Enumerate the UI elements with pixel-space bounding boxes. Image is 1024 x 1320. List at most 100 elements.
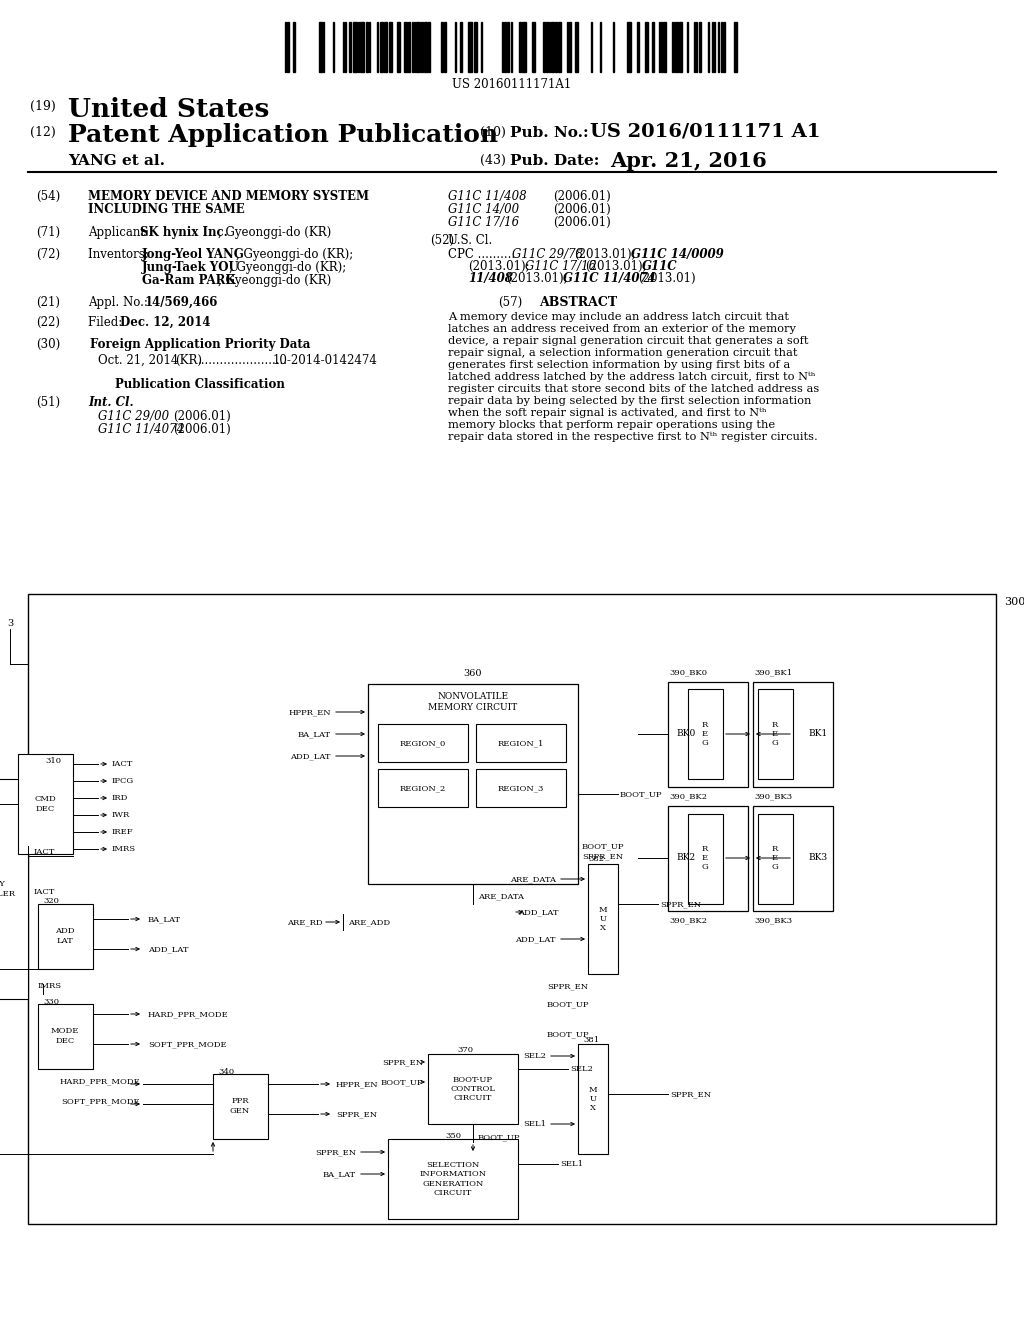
Text: SEL1: SEL1 <box>523 1119 546 1129</box>
Bar <box>293 22 295 73</box>
Text: G11C: G11C <box>642 260 678 273</box>
Bar <box>734 22 737 73</box>
Text: G11C 29/78: G11C 29/78 <box>512 248 583 261</box>
Text: (72): (72) <box>36 248 60 261</box>
Text: IACT: IACT <box>34 847 55 855</box>
Text: (30): (30) <box>36 338 60 351</box>
Bar <box>384 22 387 73</box>
Text: (10): (10) <box>480 125 506 139</box>
Text: (54): (54) <box>36 190 60 203</box>
Text: , Gyeonggi-do (KR): , Gyeonggi-do (KR) <box>218 226 331 239</box>
Text: G11C 14/00: G11C 14/00 <box>449 203 519 216</box>
Text: (2006.01): (2006.01) <box>553 216 610 228</box>
Text: latches an address received from an exterior of the memory: latches an address received from an exte… <box>449 323 796 334</box>
Bar <box>588 865 618 974</box>
Text: BOOT-UP
CONTROL
CIRCUIT: BOOT-UP CONTROL CIRCUIT <box>451 1076 496 1102</box>
Text: SPPR_EN: SPPR_EN <box>314 1148 356 1156</box>
Bar <box>366 22 368 73</box>
Text: 11/408: 11/408 <box>468 272 513 285</box>
Bar <box>441 22 443 73</box>
Text: SPPR_EN: SPPR_EN <box>660 900 701 908</box>
Bar <box>551 22 554 73</box>
Bar <box>28 594 996 1224</box>
Text: SEL2: SEL2 <box>570 1065 593 1073</box>
Text: SK hynix Inc.: SK hynix Inc. <box>140 226 227 239</box>
Bar <box>569 22 571 73</box>
Bar <box>578 1044 608 1154</box>
Text: MEMORY DEVICE AND MEMORY SYSTEM: MEMORY DEVICE AND MEMORY SYSTEM <box>88 190 369 203</box>
Text: SPPR_EN: SPPR_EN <box>583 851 624 861</box>
Text: BOOT_UP: BOOT_UP <box>547 1030 589 1038</box>
Bar <box>555 22 557 73</box>
Text: 320: 320 <box>43 898 58 906</box>
Bar <box>38 904 93 969</box>
Text: (43): (43) <box>480 154 506 168</box>
Bar <box>699 22 701 73</box>
Bar <box>546 22 548 73</box>
Text: MODE
DEC: MODE DEC <box>51 1027 79 1044</box>
Bar <box>378 723 468 762</box>
Text: INCLUDING THE SAME: INCLUDING THE SAME <box>88 203 245 216</box>
Text: repair data stored in the respective first to Nᵗʰ register circuits.: repair data stored in the respective fir… <box>449 432 818 442</box>
Text: 3: 3 <box>7 619 13 628</box>
Bar <box>474 22 477 73</box>
Text: (19): (19) <box>30 100 55 114</box>
Bar <box>428 22 430 73</box>
Text: SEL2: SEL2 <box>523 1052 546 1060</box>
Text: , Gyeonggi-do (KR);: , Gyeonggi-do (KR); <box>229 261 346 275</box>
Bar <box>627 22 631 73</box>
Text: SELECTION
INFORMATION
GENERATION
CIRCUIT: SELECTION INFORMATION GENERATION CIRCUIT <box>420 1162 486 1197</box>
Text: Inventors:: Inventors: <box>88 248 153 261</box>
Text: ARE_RD: ARE_RD <box>288 917 323 927</box>
Bar <box>519 22 521 73</box>
Text: 390_BK3: 390_BK3 <box>754 916 792 924</box>
Bar <box>476 770 566 807</box>
Text: (57): (57) <box>498 296 522 309</box>
Text: M
U
X: M U X <box>599 906 607 932</box>
Text: IACT: IACT <box>34 888 55 896</box>
Text: BA_LAT: BA_LAT <box>298 730 331 738</box>
Bar <box>532 22 535 73</box>
Text: United States: United States <box>68 96 269 121</box>
Text: SEL1: SEL1 <box>560 1160 583 1168</box>
Bar <box>753 807 833 911</box>
Text: ARE_DATA: ARE_DATA <box>478 892 524 900</box>
Text: , Gyeonggi-do (KR): , Gyeonggi-do (KR) <box>218 275 331 286</box>
Text: Publication Classification: Publication Classification <box>115 378 285 391</box>
Text: BK0: BK0 <box>676 730 695 738</box>
Text: G11C 17/16: G11C 17/16 <box>449 216 519 228</box>
Text: U.S. Cl.: U.S. Cl. <box>449 234 493 247</box>
Text: BOOT_UP: BOOT_UP <box>582 842 625 850</box>
Bar <box>380 22 383 73</box>
Text: R
E
G: R E G <box>701 721 709 747</box>
Text: ABSTRACT: ABSTRACT <box>539 296 617 309</box>
Text: BK3: BK3 <box>809 854 828 862</box>
Bar <box>319 22 322 73</box>
Bar <box>287 22 289 73</box>
Text: (2013.01);: (2013.01); <box>468 260 529 273</box>
Text: 382: 382 <box>588 855 604 863</box>
Text: G11C 11/408: G11C 11/408 <box>449 190 526 203</box>
Text: repair signal, a selection information generation circuit that: repair signal, a selection information g… <box>449 348 798 358</box>
Text: IACT: IACT <box>112 760 133 768</box>
Text: BOOT_UP: BOOT_UP <box>620 789 663 799</box>
Text: IRD: IRD <box>112 795 128 803</box>
Text: A memory device may include an address latch circuit that: A memory device may include an address l… <box>449 312 790 322</box>
Text: MEMORY
CONTROLLER: MEMORY CONTROLLER <box>0 880 15 898</box>
Text: REGION_2: REGION_2 <box>400 784 446 792</box>
Text: NONVOLATILE
MEMORY CIRCUIT: NONVOLATILE MEMORY CIRCUIT <box>428 692 517 711</box>
Text: Pub. No.:: Pub. No.: <box>510 125 589 140</box>
Bar <box>522 22 526 73</box>
Text: 360: 360 <box>464 669 482 678</box>
Text: when the soft repair signal is activated, and first to Nᵗʰ: when the soft repair signal is activated… <box>449 408 767 418</box>
Bar <box>575 22 578 73</box>
Text: R
E
G: R E G <box>772 721 778 747</box>
Text: (2006.01): (2006.01) <box>173 411 230 422</box>
Text: 390_BK2: 390_BK2 <box>669 792 707 800</box>
Text: IWR: IWR <box>112 810 130 818</box>
Text: ADD_LAT: ADD_LAT <box>148 945 188 953</box>
Text: Dec. 12, 2014: Dec. 12, 2014 <box>120 315 211 329</box>
Text: BA_LAT: BA_LAT <box>323 1170 356 1177</box>
Text: latched address latched by the address latch circuit, first to Nᵗʰ: latched address latched by the address l… <box>449 372 816 383</box>
Text: ADD_LAT: ADD_LAT <box>515 935 556 942</box>
